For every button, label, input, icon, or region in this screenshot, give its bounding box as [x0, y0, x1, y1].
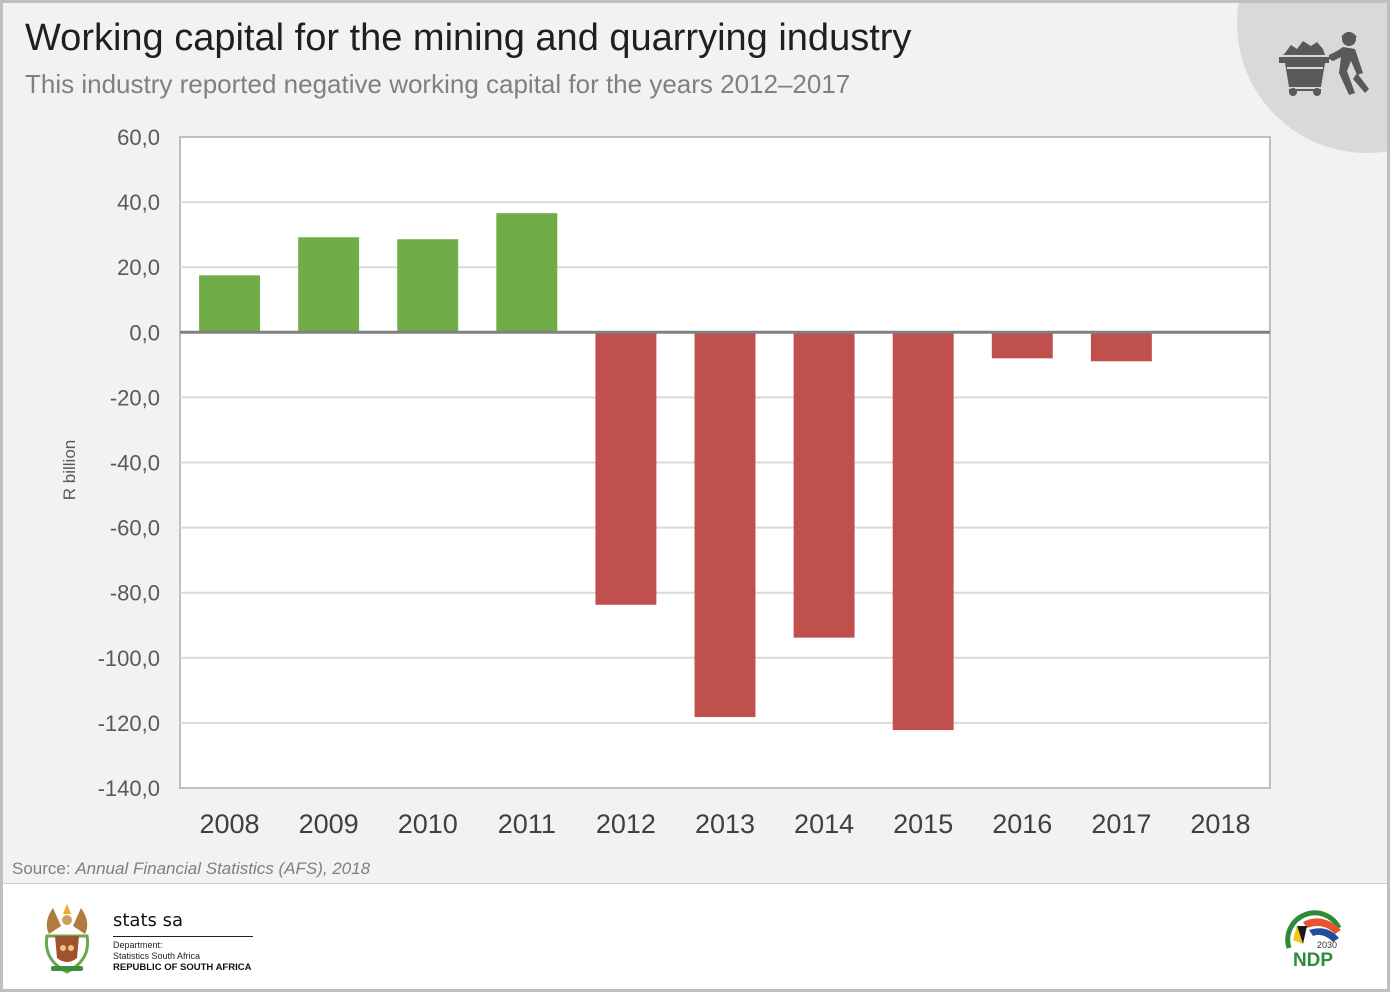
miner-pushing-cart-icon [1279, 32, 1369, 96]
x-tick-label: 2017 [1091, 809, 1151, 839]
bar-2013 [694, 332, 756, 718]
x-tick-label: 2012 [596, 809, 656, 839]
x-tick-label: 2011 [498, 809, 556, 839]
bar-chart: 60,0 40,0 20,0 0,0 -20,0 -40,0 -60,0 -80,0 -100,… [60, 125, 1271, 839]
bar-2015 [892, 332, 954, 731]
department-text: Department: Statistics South Africa [113, 940, 200, 962]
bar-2017 [1090, 332, 1152, 362]
coat-of-arms-icon [44, 904, 90, 974]
bar-2008 [199, 275, 261, 333]
footer: stats sa Department: Statistics South Af… [3, 883, 1387, 989]
x-tick-label: 2015 [893, 809, 953, 839]
bar-2011 [496, 213, 558, 333]
y-tick-label: -120,0 [98, 711, 160, 736]
org-name: stats sa [113, 910, 184, 931]
bar-2014 [793, 332, 855, 638]
y-tick-label: -60,0 [110, 516, 160, 541]
y-tick-label: -80,0 [110, 581, 160, 606]
x-tick-label: 2010 [398, 809, 458, 839]
ndp-year: 2030 [1317, 940, 1337, 950]
y-tick-label: -140,0 [98, 776, 160, 801]
bar-2009 [298, 237, 360, 333]
x-tick-label: 2009 [299, 809, 359, 839]
y-tick-label: 40,0 [117, 190, 160, 215]
source-text: Annual Financial Statistics (AFS), 2018 [75, 859, 371, 878]
y-axis-label: R billion [60, 440, 79, 500]
chart-subtitle: This industry reported negative working … [25, 69, 851, 99]
x-tick-labels: 2008 2009 2010 2011 2012 2013 2014 2015 2016 2017… [200, 809, 1251, 839]
y-tick-label: 60,0 [117, 125, 160, 150]
department-line-1: Department: [113, 940, 163, 950]
y-tick-labels: 60,0 40,0 20,0 0,0 -20,0 -40,0 -60,0 -80,0 -100,… [98, 125, 160, 801]
department-line-2: Statistics South Africa [113, 951, 201, 961]
x-tick-label: 2016 [992, 809, 1052, 839]
source-prefix: Source: [12, 859, 76, 878]
bar-2012 [595, 332, 657, 605]
ndp-label: NDP [1293, 950, 1333, 970]
y-tick-label: -40,0 [110, 451, 160, 476]
ndp-2030-logo: 2030 NDP [1285, 910, 1342, 970]
country-name: REPUBLIC OF SOUTH AFRICA [113, 962, 252, 973]
x-tick-label: 2018 [1190, 809, 1250, 839]
x-tick-label: 2014 [794, 809, 854, 839]
bar-2010 [397, 239, 459, 333]
stats-sa-logo: stats sa Department: Statistics South Af… [33, 898, 273, 978]
infographic-frame: Working capital for the mining and quarr… [3, 3, 1387, 989]
x-tick-label: 2013 [695, 809, 755, 839]
org-divider [113, 936, 253, 937]
y-tick-label: -20,0 [110, 385, 160, 410]
chart-title: Working capital for the mining and quarr… [25, 17, 912, 59]
bars [199, 213, 1152, 731]
y-tick-label: -100,0 [98, 646, 160, 671]
x-tick-label: 2008 [200, 809, 260, 839]
y-tick-label: 20,0 [117, 255, 160, 280]
source-note: Source: Annual Financial Statistics (AFS… [12, 859, 370, 879]
bar-2016 [991, 332, 1053, 359]
y-tick-label: 0,0 [129, 320, 160, 345]
